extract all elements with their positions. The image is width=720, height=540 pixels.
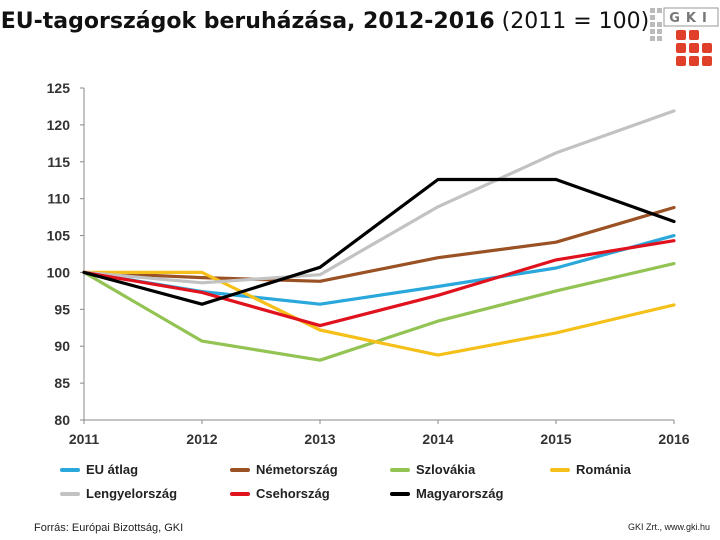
gki-logo-text: GKI (669, 11, 713, 26)
legend-swatch (230, 467, 250, 472)
legend-item: Románia (550, 462, 631, 477)
x-tick-label: 2014 (422, 431, 453, 447)
x-tick-label: 2016 (658, 431, 689, 447)
y-tick-label: 125 (47, 80, 71, 96)
x-tick-label: 2015 (540, 431, 571, 447)
y-tick-label: 100 (47, 264, 71, 280)
legend-item: Szlovákia (390, 462, 475, 477)
y-tick-label: 80 (54, 412, 70, 428)
y-tick-label: 90 (54, 338, 70, 354)
legend-label: Németország (256, 462, 338, 477)
legend-label: Lengyelország (86, 486, 178, 501)
source-note: Forrás: Európai Bizottság, GKI (34, 522, 184, 534)
line-chart: 80 85 90 95 100 105 110 115 120 125 2011 2012 2013 20… (47, 80, 690, 447)
legend-item: Németország (230, 462, 338, 477)
y-tick-label: 85 (54, 375, 70, 391)
legend-item: Magyarország (390, 486, 503, 501)
legend-label: EU átlag (86, 462, 139, 477)
legend-label: Csehország (256, 486, 330, 501)
legend-item: EU átlag (60, 462, 138, 477)
series-line-2 (82, 262, 676, 362)
legend-item: Lengyelország (60, 486, 177, 501)
y-tick-label: 120 (47, 117, 71, 133)
legend-label: Magyarország (416, 486, 504, 501)
legend-swatch (60, 467, 80, 472)
series-line-5 (82, 239, 676, 328)
y-tick-label: 110 (47, 191, 70, 207)
gki-logo: GKI (648, 6, 720, 74)
legend-label: Románia (576, 462, 631, 477)
legend-swatch (390, 491, 410, 496)
credit-note: GKI Zrt., www.gki.hu (627, 522, 710, 532)
legend: EU átlag Németország Szlovákia Románia Lengy… (60, 460, 700, 510)
x-tick-label: 2013 (304, 431, 335, 447)
x-tick-label: 2012 (186, 431, 217, 447)
series-line-6 (82, 177, 676, 306)
series-line-3 (82, 270, 676, 357)
chart-title-base: (2011 = 100) (494, 9, 650, 34)
series-line-1 (82, 205, 676, 283)
legend-swatch (550, 467, 570, 472)
y-tick-label: 105 (47, 228, 71, 244)
legend-swatch (230, 491, 250, 496)
y-tick-label: 95 (54, 301, 70, 317)
legend-swatch (60, 491, 80, 496)
legend-swatch (390, 467, 410, 472)
axes: 80 85 90 95 100 105 110 115 120 125 2011 2012 2013 20… (47, 80, 690, 447)
chart-title-main: EU-tagországok beruházása, 2012-2016 (0, 9, 495, 34)
y-tick-label: 115 (47, 154, 70, 170)
chart-title: EU-tagországok beruházása, 2012-2016 (20… (0, 6, 650, 38)
gki-logo-graphic: GKI (650, 7, 719, 66)
series-line-4 (82, 109, 676, 285)
x-tick-label: 2011 (69, 431, 100, 447)
legend-label: Szlovákia (416, 462, 476, 477)
series-lines (82, 109, 676, 362)
legend-item: Csehország (230, 486, 330, 501)
